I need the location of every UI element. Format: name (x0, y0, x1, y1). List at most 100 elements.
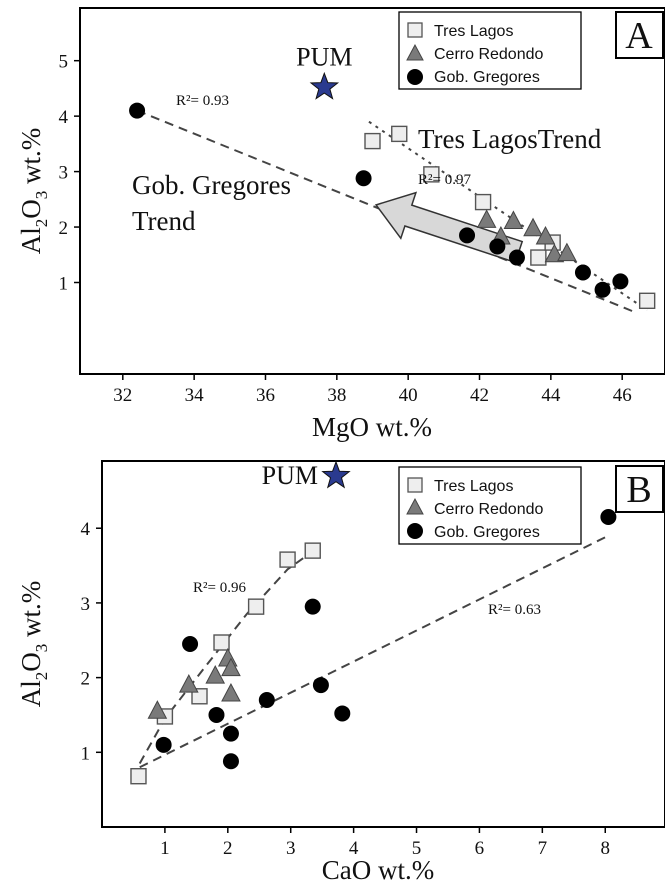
x-axis-ticks: 32 34 36 38 40 42 44 46 (113, 374, 632, 406)
y-axis-label: Al2O3 wt.% (16, 128, 51, 255)
y-tick-label: 4 (81, 519, 91, 540)
trendlines (136, 109, 648, 313)
x-tick-label: 3 (286, 838, 296, 859)
point-gob-gregores (312, 677, 329, 694)
legend-marker-triangle (406, 497, 424, 515)
x-tick-label: 5 (412, 838, 422, 859)
point-cerro-redondo (544, 243, 565, 263)
y-axis-ticks: 1 2 3 4 (81, 519, 102, 764)
point-gob-gregores (600, 509, 617, 526)
trendline (368, 120, 648, 312)
point-cerro-redondo (205, 665, 226, 684)
point-cerro-redondo (147, 700, 168, 719)
point-gob-gregores (222, 753, 239, 770)
point-gob-gregores (594, 281, 611, 298)
point-tres-lagos (364, 132, 381, 150)
data-points (130, 509, 617, 785)
y-tick-label: 2 (81, 669, 91, 690)
point-tres-lagos (213, 634, 230, 651)
point-gob-gregores (574, 264, 591, 281)
y-tick-label: 3 (81, 594, 91, 615)
pum-star-icon (309, 71, 340, 100)
panel-b: 1 2 3 4 5 6 7 8 1 2 3 4 PUM CaO wt.% Al2O3 wt.% R²… (16, 460, 665, 885)
point-tres-lagos (304, 542, 321, 559)
legend-entry: Gob. Gregores (434, 69, 540, 86)
trendlines (138, 534, 609, 769)
annotation-gob-gregores: Gob. Gregores (132, 170, 291, 200)
legend-marker-circle (407, 69, 423, 85)
plot-frame (101, 460, 665, 828)
y-tick-label: 1 (81, 743, 91, 764)
point-gob-gregores (182, 636, 199, 652)
x-axis-label: MgO wt.% (312, 412, 432, 442)
pum-reference: PUM (296, 42, 353, 100)
point-cerro-redondo (178, 674, 199, 693)
panel-label-box (615, 465, 664, 513)
x-tick-label: 8 (600, 838, 610, 859)
point-cerro-redondo (221, 682, 241, 702)
point-tres-lagos (391, 125, 408, 143)
x-tick-label: 40 (399, 385, 418, 406)
x-tick-label: 36 (256, 385, 275, 406)
legend-box (398, 11, 582, 90)
legend-marker-square (407, 22, 423, 38)
panel-label: A (625, 15, 653, 57)
trendline (139, 534, 609, 769)
x-tick-label: 34 (185, 385, 205, 406)
r2-label: R²= 0.63 (488, 602, 541, 618)
y-tick-label: 4 (59, 107, 69, 128)
pum-label: PUM (296, 42, 352, 71)
pum-star-icon (321, 460, 351, 489)
point-gob-gregores (304, 598, 321, 615)
point-gob-gregores (459, 227, 476, 244)
y-axis-label: Al2O3 wt.% (16, 581, 51, 708)
y-tick-label: 3 (59, 163, 69, 184)
annotation-trend: Trend (132, 206, 196, 236)
annotation-tres-lagos-trend: Tres LagosTrend (418, 124, 602, 154)
legend-marker-circle (407, 523, 423, 539)
r2-label: R²= 0.93 (176, 93, 229, 109)
r2-label: R²= 0.96 (193, 580, 246, 596)
point-cerro-redondo (476, 209, 497, 228)
point-gob-gregores (129, 102, 146, 119)
panel-label-box (615, 11, 664, 59)
point-gob-gregores (355, 170, 372, 187)
legend-entry: Cerro Redondo (434, 46, 544, 63)
x-tick-label: 7 (538, 838, 548, 859)
legend-entry: Cerro Redondo (434, 501, 544, 518)
point-tres-lagos (530, 249, 547, 266)
point-gob-gregores (155, 736, 172, 753)
x-tick-label: 6 (475, 838, 485, 859)
x-tick-label: 42 (470, 385, 489, 406)
trend-arrow (374, 191, 524, 264)
x-axis-ticks: 1 2 3 4 5 6 7 8 (160, 827, 610, 859)
point-gob-gregores (489, 238, 506, 255)
point-gob-gregores (508, 249, 525, 266)
panel-label: B (626, 469, 651, 511)
pum-reference: PUM (262, 460, 351, 490)
point-tres-lagos (474, 193, 492, 211)
point-tres-lagos (130, 768, 147, 785)
x-tick-label: 4 (349, 838, 359, 859)
y-tick-label: 1 (59, 274, 69, 295)
x-tick-label: 32 (113, 385, 132, 406)
point-cerro-redondo (557, 242, 577, 262)
data-points (129, 102, 656, 309)
plot-frame (79, 7, 665, 375)
point-tres-lagos (247, 598, 265, 615)
y-axis-ticks: 1 2 3 4 5 (59, 52, 80, 295)
point-gob-gregores (612, 273, 629, 290)
legend-entry: Tres Lagos (434, 23, 513, 40)
legend-box (398, 466, 582, 545)
r2-label: R²= 0.97 (418, 172, 471, 188)
x-tick-label: 1 (160, 838, 170, 859)
x-axis-label: CaO wt.% (322, 855, 434, 885)
legend-entry: Tres Lagos (434, 478, 513, 495)
legend-marker-square (407, 477, 423, 493)
point-cerro-redondo (221, 657, 241, 677)
legend-marker-triangle (406, 43, 424, 61)
direction-arrow (374, 191, 524, 264)
point-cerro-redondo (535, 225, 556, 245)
